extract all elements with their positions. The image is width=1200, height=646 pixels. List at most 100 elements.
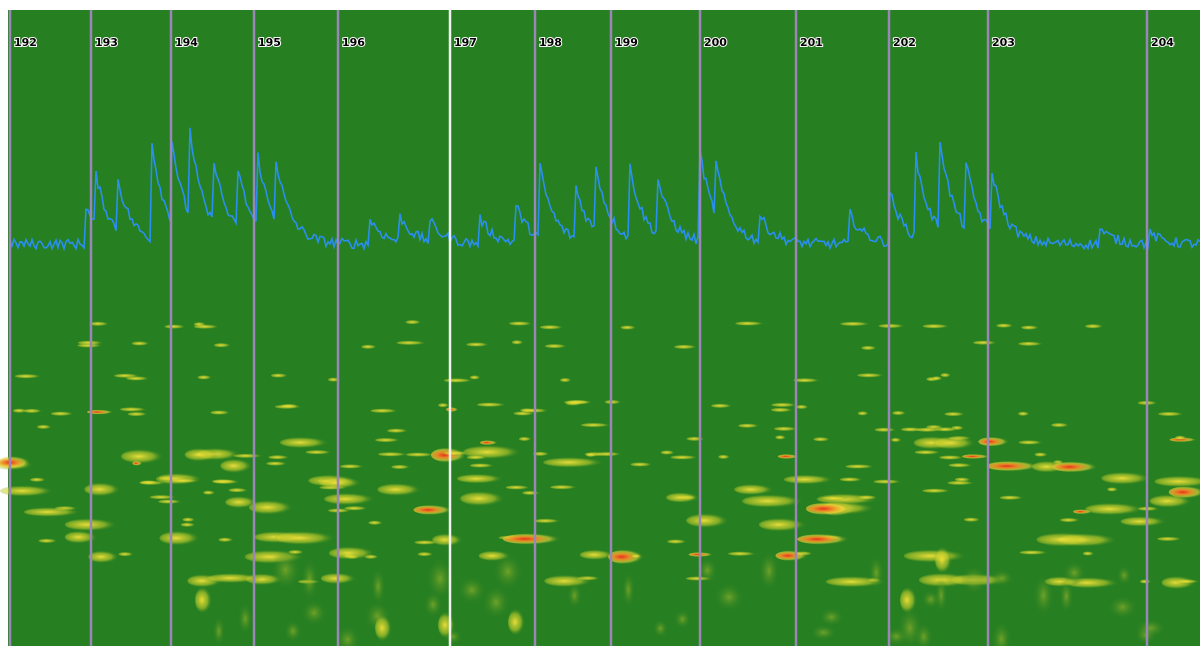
beat-markers: 192 193 194 195 196 197 198 199 200 201 202 203 204 [8,10,1175,646]
spectral-blob [511,339,526,345]
spectral-blob [839,476,867,482]
spectral-blob [1149,494,1200,509]
spectral-blob [1157,536,1187,542]
spectral-blob [443,450,475,456]
spectral-blob [361,344,380,350]
spectral-blob [64,517,127,532]
spectral-blob [758,517,816,532]
spectral-blob [845,463,880,469]
spectral-blob [438,611,458,639]
spectral-blob [718,454,733,460]
spectral-blob [203,490,218,496]
spectral-blob [335,625,360,646]
spectral-blob [218,537,237,543]
spectral-blob [543,456,616,468]
spectral-blob [86,409,121,415]
spectral-blob [991,620,1012,646]
spectral-blob [567,582,583,610]
spectral-blob [891,437,904,443]
spectral-blob [697,557,718,584]
spectral-blob [793,377,826,383]
spectral-blob [1033,573,1054,617]
spectral-blob [550,484,583,490]
spectral-blob [539,324,568,330]
spectral-blob [305,449,337,455]
spectral-blob [915,427,948,433]
spectral-blob [1036,532,1110,548]
spectral-blob [140,479,163,485]
spectral-blob [180,522,199,528]
spectral-blob [771,402,802,408]
spectral-blob [813,436,834,442]
beat-number: 204 [1151,36,1174,49]
spectral-blob [621,571,635,609]
spectral-blob [170,478,205,484]
spectral-blob [673,609,692,630]
spectral-blob [620,324,640,330]
spectral-blob [1034,452,1051,458]
beat-number: 202 [893,36,916,49]
spectral-blob [1175,578,1200,584]
spectral-blob [1107,595,1138,620]
spectral-blob [1052,461,1110,473]
spectral-blob [320,572,363,585]
spectral-blob [660,449,678,455]
spectral-blob [944,411,970,417]
spectral-blob [274,530,347,546]
spectral-blob [727,551,762,557]
spectral-blob [797,533,863,545]
spectral-blob [897,606,923,646]
spectral-blob [1062,561,1087,585]
spectral-blob [197,374,215,380]
spectral-blob [932,375,945,381]
spectral-blob [132,460,145,466]
spectral-blob [283,619,303,643]
spectral-blob [220,458,259,474]
spectral-blob [1134,618,1167,638]
spectral-blob [149,494,182,500]
spectral-blob [1073,509,1098,515]
spectral-blob [1058,579,1074,614]
spectral-blob [735,320,770,326]
spectral-blob [857,372,890,378]
spectral-blob [414,539,444,545]
spectral-blob [796,404,811,410]
beat-number: 199 [615,36,638,49]
spectral-blob [773,426,803,432]
beat-number: 196 [342,36,365,49]
spectral-blob [387,428,413,434]
spectral-blob [1085,502,1155,516]
spectral-blob [934,576,948,614]
spectral-blob [127,411,152,417]
spectral-blob [1116,565,1132,586]
spectral-blob [978,436,1017,447]
spectral-blob [505,484,535,490]
spectral-blob [481,585,511,620]
spectral-blob [939,454,969,460]
spectral-blob [300,599,328,626]
spectral-blob [438,402,452,408]
spectral-blob [1085,323,1107,329]
beat-number: 197 [454,36,477,49]
spectral-blob [480,440,503,446]
spectral-blob [954,477,975,483]
spectral-blob [23,506,92,518]
spectral-blob [457,575,487,605]
spectral-blob [159,530,208,546]
spectral-blob [688,552,720,558]
spectral-blob [88,550,125,564]
spectral-blob [652,618,669,639]
spectral-blob [492,552,524,591]
spectral-blob [534,518,566,524]
spectral-blob [213,342,235,348]
spectral-blob [378,451,414,457]
spectral-blob [963,517,984,523]
spectral-blob [375,437,406,443]
spectral-blob [207,572,273,584]
spectral-blob [211,478,242,484]
spectral-blob [270,373,292,379]
spectral-blob [900,586,920,614]
spectral-blob [417,551,437,557]
spectral-blob [413,504,463,516]
spectral-blob [1018,411,1032,417]
